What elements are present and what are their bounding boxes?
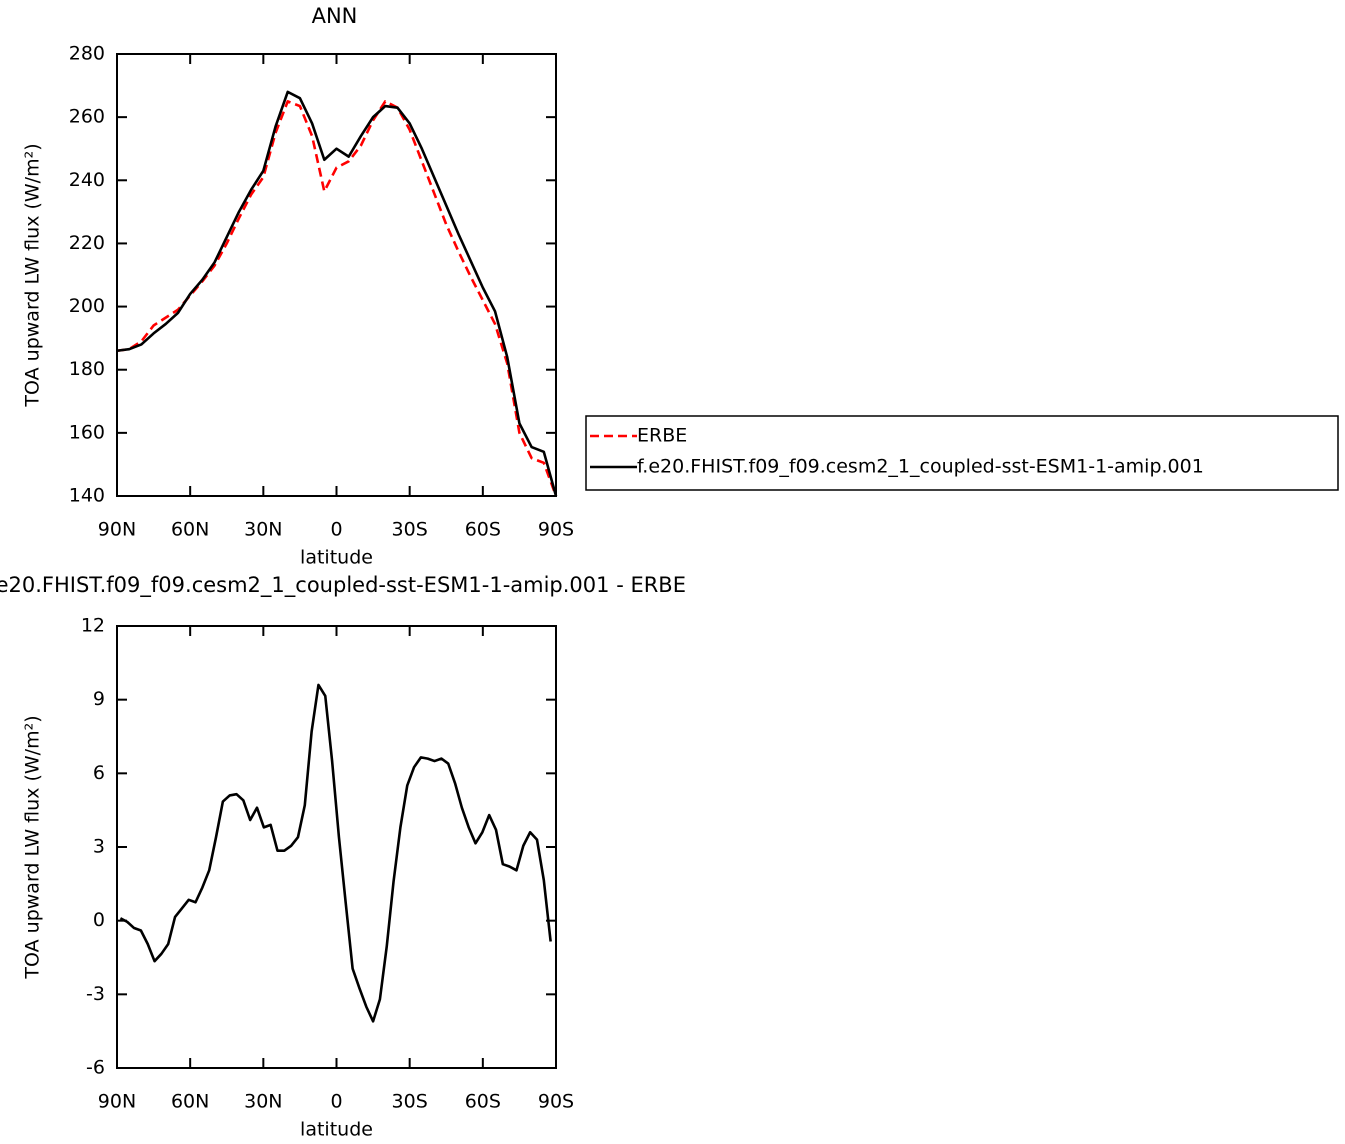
y-tick-label: 160 xyxy=(69,421,105,443)
y-tick-label: 0 xyxy=(93,909,105,931)
x-tick-label: 90N xyxy=(98,519,136,541)
y-tick-label: 9 xyxy=(93,688,105,710)
chart-title: ANN xyxy=(312,4,358,28)
x-axis-label: latitude xyxy=(300,547,373,569)
y-axis-label: TOA upward LW flux (W/m²) xyxy=(22,715,44,979)
y-tick-label: 12 xyxy=(81,615,105,637)
y-tick-label: 220 xyxy=(69,232,105,254)
y-axis-label: TOA upward LW flux (W/m²) xyxy=(22,143,44,407)
data-line xyxy=(119,683,552,1023)
x-tick-label: 60S xyxy=(465,519,501,541)
x-tick-label: 60N xyxy=(171,1091,209,1113)
y-tick-label: 280 xyxy=(69,43,105,65)
plot-frame xyxy=(116,625,557,1069)
y-tick-label: 240 xyxy=(69,169,105,191)
x-tick-label: 60S xyxy=(465,1091,501,1113)
y-tick-label: 260 xyxy=(69,106,105,128)
y-tick-label: 6 xyxy=(93,762,105,784)
y-tick-label: -3 xyxy=(86,983,105,1005)
y-tick-label: 3 xyxy=(93,836,105,858)
x-tick-label: 90N xyxy=(98,1091,136,1113)
legend-box xyxy=(585,415,1339,491)
x-tick-label: 30S xyxy=(392,519,428,541)
legend-label: f.e20.FHIST.f09_f09.cesm2_1_coupled-sst-… xyxy=(637,456,1204,478)
x-axis-label: latitude xyxy=(300,1119,373,1141)
x-tick-label: 60N xyxy=(171,519,209,541)
plot-frame xyxy=(116,53,557,497)
x-tick-label: 90S xyxy=(538,519,574,541)
y-tick-label: -6 xyxy=(86,1057,105,1079)
data-line xyxy=(116,90,558,497)
data-line xyxy=(116,100,558,497)
x-tick-label: 30S xyxy=(392,1091,428,1113)
x-tick-label: 30N xyxy=(244,1091,282,1113)
x-tick-label: 0 xyxy=(330,519,342,541)
y-tick-label: 140 xyxy=(69,485,105,507)
y-tick-label: 180 xyxy=(69,358,105,380)
legend-label: ERBE xyxy=(637,425,687,447)
y-tick-label: 200 xyxy=(69,295,105,317)
x-tick-label: 30N xyxy=(244,519,282,541)
x-tick-label: 0 xyxy=(330,1091,342,1113)
x-tick-label: 90S xyxy=(538,1091,574,1113)
chart-title: f.e20.FHIST.f09_f09.cesm2_1_coupled-sst-… xyxy=(0,573,686,598)
